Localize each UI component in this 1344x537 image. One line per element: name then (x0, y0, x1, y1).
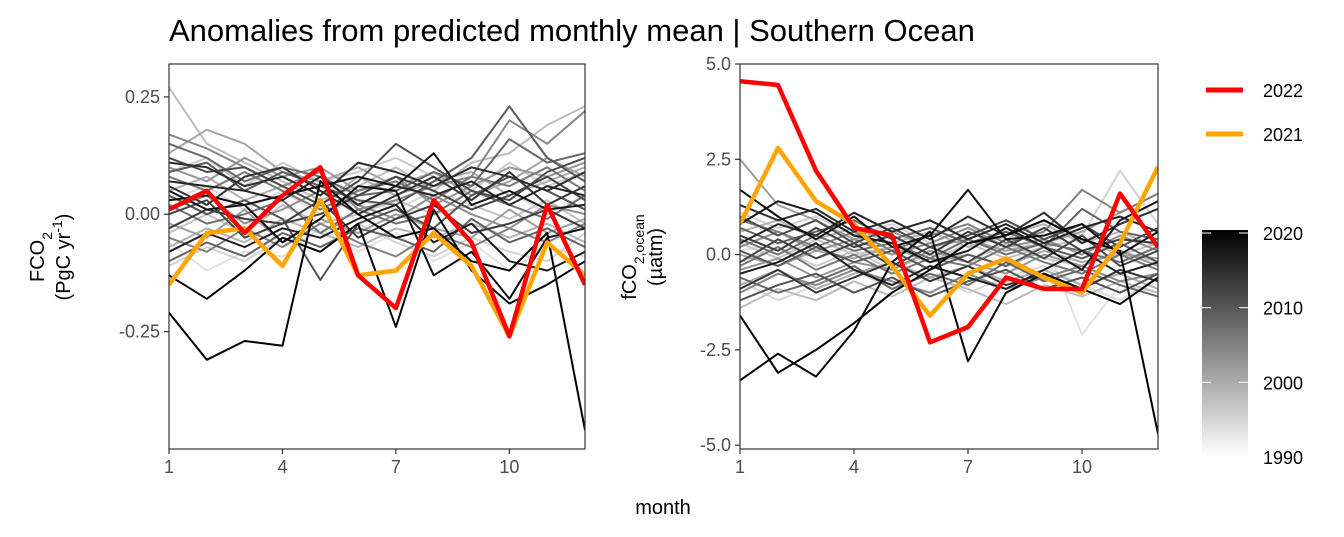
colorbar-ticks: 2020 2010 2000 1990 (1202, 224, 1303, 468)
plot-background-left (169, 64, 585, 449)
x-tick-label-right-2: 7 (963, 457, 973, 477)
series-line-2007-left (169, 217, 585, 263)
y-tick-label-right-2: 0.0 (706, 245, 731, 265)
series-line-2013-left (169, 166, 585, 216)
y-tick-label-left-1: 0.00 (125, 204, 160, 224)
x-axis-left: 1 4 7 10 (164, 449, 519, 477)
y-axis-title-left-unit: (PgC yr-1) (49, 214, 75, 301)
legend-item-2021: 2021 (1206, 125, 1303, 145)
y-axis-title-left-unit-sup: -1 (49, 220, 65, 233)
x-tick-label-right-0: 1 (735, 457, 745, 477)
series-line-2021-right (740, 145, 1158, 318)
colorbar-gradient (1202, 230, 1248, 457)
x-tick-label-right-1: 4 (849, 457, 859, 477)
series-line-2012-left (169, 199, 585, 239)
chart-title: Anomalies from predicted monthly mean | … (169, 13, 975, 48)
y-axis-title-right-sub: 2,ocean (631, 214, 647, 264)
panel-fco2: 0.25 0.00 -0.25 1 4 7 10 FCO2 (PgC yr-1) (27, 63, 586, 477)
series-line-2010-left (169, 142, 585, 206)
legend-label-2022: 2022 (1263, 81, 1303, 101)
series-line-2011-left (169, 175, 585, 239)
y-axis-title-left: FCO2 (27, 232, 55, 282)
legend-item-2022: 2022 (1206, 81, 1303, 101)
x-tick-label-left-1: 4 (277, 457, 287, 477)
series-line-2022-right (740, 78, 1158, 345)
x-tick-label-left-3: 10 (499, 457, 519, 477)
y-tick-label-left-2: -0.25 (119, 322, 160, 342)
background-series-right (740, 158, 1158, 435)
y-axis-title-right: fCO2,ocean (619, 214, 647, 299)
y-tick-label-right-3: -2.5 (700, 340, 731, 360)
series-line-1996-left (169, 217, 585, 249)
colorbar-label-2020: 2020 (1263, 224, 1303, 244)
colorbar-label-1990: 1990 (1263, 448, 1303, 468)
y-tick-label-right-1: 2.5 (706, 149, 731, 169)
series-line-2009-right (740, 268, 1158, 302)
y-axis-title-right-unit: (µatm) (645, 228, 667, 286)
colorbar-label-2010: 2010 (1263, 299, 1303, 319)
series-line-2000-left (169, 156, 585, 206)
series-line-2006-left (169, 138, 585, 197)
y-tick-label-right-0: 5.0 (706, 54, 731, 74)
series-line-1999-left (169, 208, 585, 244)
legend-label-2021: 2021 (1263, 125, 1303, 145)
highlight-series-left (169, 165, 585, 339)
colorbar: 2020 2010 2000 1990 (1202, 224, 1303, 468)
series-line-2020-left (169, 180, 585, 431)
series-line-2008-right (740, 242, 1158, 271)
x-axis-right: 1 4 7 10 (735, 449, 1092, 477)
series-line-2017-left (169, 152, 585, 211)
series-line-2005-right (740, 234, 1158, 264)
plot-frame-right (739, 63, 1159, 450)
series-line-2008-left (169, 105, 585, 206)
series-line-2015-right (740, 211, 1158, 245)
x-axis-title: month (635, 497, 691, 519)
series-line-2022-left (169, 165, 585, 339)
series-line-2018-left (169, 185, 585, 300)
background-series-left (169, 86, 585, 431)
y-axis-title-left-unit-pre: (PgC yr (53, 232, 75, 300)
colorbar-label-2000: 2000 (1263, 373, 1303, 393)
y-tick-label-left-0: 0.25 (125, 87, 160, 107)
plot-frame-left (168, 63, 586, 450)
legend: 2022 2021 2020 2010 2000 1990 (1202, 81, 1303, 468)
x-tick-label-left-0: 1 (164, 457, 174, 477)
y-axis-title-left-unit-post: ) (53, 214, 75, 221)
series-line-2014-left (169, 161, 585, 197)
series-line-2012-right (740, 226, 1158, 256)
highlight-series-right (740, 78, 1158, 345)
y-tick-label-right-4: -5.0 (700, 435, 731, 455)
series-line-2016-right (740, 242, 1158, 290)
y-axis-title-left-sub: 2 (39, 232, 55, 240)
series-line-2015-left (169, 175, 585, 206)
series-line-2020-right (740, 219, 1158, 435)
panel-fco2-ocean: 5.0 2.5 0.0 -2.5 -5.0 1 4 7 10 fCO2,ocean (µatm… (619, 54, 1159, 477)
series-line-2018-right (740, 188, 1158, 256)
y-axis-title-left-main: FCO (27, 240, 49, 282)
y-axis-right: 5.0 2.5 0.0 -2.5 -5.0 (700, 54, 740, 455)
y-axis-title-right-main: fCO (619, 264, 641, 300)
x-tick-label-right-3: 10 (1072, 457, 1092, 477)
y-axis-left: 0.25 0.00 -0.25 (119, 87, 169, 342)
series-line-2019-left (169, 208, 585, 328)
x-tick-label-left-2: 7 (391, 457, 401, 477)
series-line-2016-left (169, 203, 585, 272)
